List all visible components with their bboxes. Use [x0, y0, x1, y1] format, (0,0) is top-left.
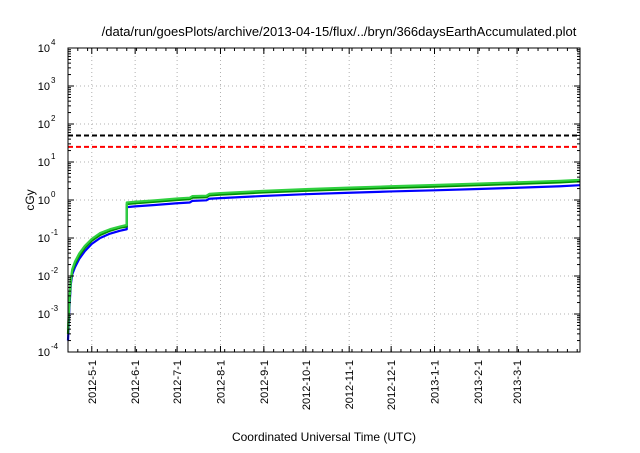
x-tick-labels: 2012-5-1 2012-6-1 2012-7-1 2012-8-1 2012-9-1… [87, 360, 524, 410]
y-tick-exponent: 3 [51, 76, 56, 85]
y-tick-label: 10 [38, 157, 50, 169]
x-tick-label: 2013-3-1 [512, 360, 524, 404]
x-tick-label: 2012-8-1 [215, 360, 227, 404]
y-tick-label: 10 [38, 195, 50, 207]
y-tick-exponent: -3 [51, 304, 59, 313]
x-tick-label: 2012-10-1 [301, 360, 313, 410]
y-tick-exponent: -2 [51, 266, 59, 275]
y-tick-exponent: -4 [51, 342, 59, 351]
reference-lines [68, 134, 580, 148]
chart-title: /data/run/goesPlots/archive/2013-04-15/f… [102, 24, 577, 39]
tick-layer [67, 47, 580, 353]
series-line-3 [66, 178, 581, 330]
y-tick-label: 10 [38, 271, 50, 283]
y-tick-exponent: 1 [51, 152, 56, 161]
y-tick-label: 10 [38, 81, 50, 93]
y-tick-label: 10 [38, 309, 50, 321]
x-tick-label: 2012-9-1 [259, 360, 271, 404]
series-line-2 [66, 180, 581, 334]
y-tick-exponent: 4 [51, 38, 56, 47]
series-line-1 [66, 184, 581, 341]
y-axis-label: cGy [23, 189, 37, 210]
x-tick-label: 2012-6-1 [130, 360, 142, 404]
x-axis-label: Coordinated Universal Time (UTC) [232, 430, 416, 444]
y-tick-label: 10 [38, 233, 50, 245]
x-tick-label: 2012-12-1 [386, 360, 398, 410]
x-tick-label: 2012-7-1 [172, 360, 184, 404]
x-tick-label: 2012-11-1 [344, 360, 356, 409]
y-tick-label: 10 [38, 347, 50, 359]
y-tick-label: 10 [38, 119, 50, 131]
x-tick-label: 2013-2-1 [473, 360, 485, 404]
y-tick-label: 10 [38, 43, 50, 55]
x-tick-label: 2013-1-1 [430, 360, 442, 404]
series-layer [66, 178, 581, 341]
y-tick-exponent: 0 [51, 190, 56, 199]
y-tick-exponent: -1 [51, 228, 59, 237]
x-tick-label: 2012-5-1 [87, 360, 99, 404]
y-tick-exponent: 2 [51, 114, 56, 123]
